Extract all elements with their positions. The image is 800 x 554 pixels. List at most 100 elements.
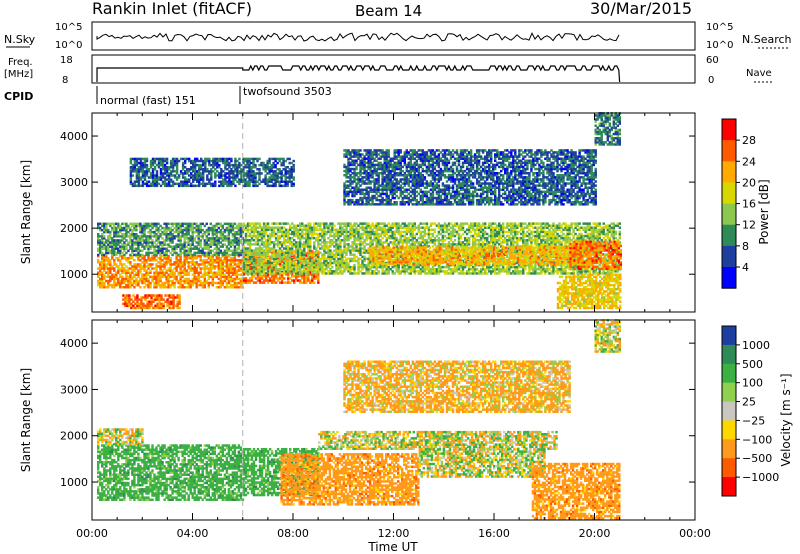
heatmap-cell [349, 237, 351, 239]
heatmap-cell [530, 241, 532, 243]
heatmap-cell [303, 268, 305, 270]
heatmap-cell [353, 268, 355, 270]
heatmap-cell [105, 225, 107, 227]
heatmap-cell [113, 250, 115, 252]
heatmap-cell [315, 247, 317, 249]
heatmap-cell [494, 237, 496, 239]
heatmap-cell [141, 235, 143, 237]
heatmap-cell [400, 272, 402, 274]
heatmap-cell [161, 284, 163, 286]
heatmap-cell [502, 229, 504, 231]
heatmap-cell [462, 225, 464, 227]
heatmap-cell [341, 262, 343, 264]
heatmap-cell [159, 225, 161, 227]
heatmap-cell [198, 278, 200, 280]
heatmap-cell [192, 233, 194, 235]
heatmap-cell [188, 272, 190, 274]
heatmap-cell [163, 241, 165, 243]
heatmap-cell [151, 263, 153, 265]
heatmap-cell [161, 272, 163, 274]
heatmap-cell [196, 257, 198, 259]
heatmap-cell [101, 278, 103, 280]
heatmap-cell [198, 248, 200, 250]
heatmap-cell [305, 270, 307, 272]
heatmap-cell [253, 272, 255, 274]
heatmap-cell [319, 260, 321, 262]
heatmap-cell [261, 277, 263, 279]
heatmap-cell [476, 268, 478, 270]
heatmap-cell [135, 227, 137, 229]
heatmap-cell [271, 270, 273, 272]
heatmap-cell [175, 276, 177, 278]
heatmap-cell [281, 222, 283, 224]
heatmap-cell [361, 268, 363, 270]
heatmap-cell [161, 252, 163, 254]
heatmap-cell [159, 278, 161, 280]
heatmap-cell [317, 279, 319, 281]
heatmap-cell [139, 269, 141, 271]
heatmap-cell [181, 252, 183, 254]
heatmap-cell [269, 268, 271, 270]
heatmap-cell [339, 241, 341, 243]
heatmap-cell [363, 247, 365, 249]
heatmap-cell [361, 225, 363, 227]
heatmap-cell [101, 261, 103, 263]
heatmap-cell [157, 239, 159, 241]
heatmap-cell [202, 233, 204, 235]
heatmap-cell [482, 229, 484, 231]
heatmap-cell [236, 250, 238, 252]
heatmap-cell [301, 237, 303, 239]
heatmap-cell [238, 243, 240, 245]
heatmap-cell [361, 222, 363, 224]
heatmap-cell [220, 278, 222, 280]
heatmap-cell [377, 237, 379, 239]
heatmap-cell [309, 247, 311, 249]
heatmap-cell [179, 227, 181, 229]
heatmap-cell [228, 248, 230, 250]
heatmap-cell [115, 276, 117, 278]
heatmap-cell [281, 268, 283, 270]
heatmap-cell [524, 227, 526, 229]
heatmap-cell [450, 237, 452, 239]
heatmap-cell [261, 254, 263, 256]
heatmap-cell [448, 229, 450, 231]
heatmap-cell [161, 276, 163, 278]
heatmap-cell [434, 231, 436, 233]
heatmap-cell [331, 222, 333, 224]
heatmap-cell [150, 303, 152, 305]
heatmap-cell [245, 237, 247, 239]
heatmap-cell [121, 223, 123, 225]
heatmap-cell [178, 303, 180, 305]
heatmap-cell [470, 231, 472, 233]
heatmap-cell [289, 272, 291, 274]
heatmap-cell [381, 237, 383, 239]
heatmap-cell [179, 257, 181, 259]
heatmap-cell [107, 239, 109, 241]
heatmap-cell [273, 231, 275, 233]
heatmap-cell [230, 276, 232, 278]
heatmap-cell [287, 245, 289, 247]
heatmap-cell [136, 294, 138, 296]
heatmap-cell [313, 268, 315, 270]
heatmap-cell [181, 248, 183, 250]
heatmap-cell [390, 229, 392, 231]
heatmap-cell [381, 268, 383, 270]
heatmap-cell [438, 222, 440, 224]
heatmap-cell [234, 267, 236, 269]
heatmap-cell [309, 254, 311, 256]
heatmap-cell [249, 281, 251, 283]
heatmap-cell [289, 281, 291, 283]
heatmap-cell [125, 252, 127, 254]
heatmap-cell [516, 268, 518, 270]
heatmap-cell [522, 237, 524, 239]
heatmap-cell [293, 262, 295, 264]
heatmap-cell [291, 247, 293, 249]
heatmap-cell [442, 270, 444, 272]
heatmap-cell [341, 264, 343, 266]
heatmap-cell [99, 227, 101, 229]
heatmap-cell [414, 268, 416, 270]
freq-label-1: Freq. [8, 57, 33, 68]
heatmap-cell [299, 239, 301, 241]
heatmap-cell [129, 261, 131, 263]
heatmap-cell [101, 233, 103, 235]
